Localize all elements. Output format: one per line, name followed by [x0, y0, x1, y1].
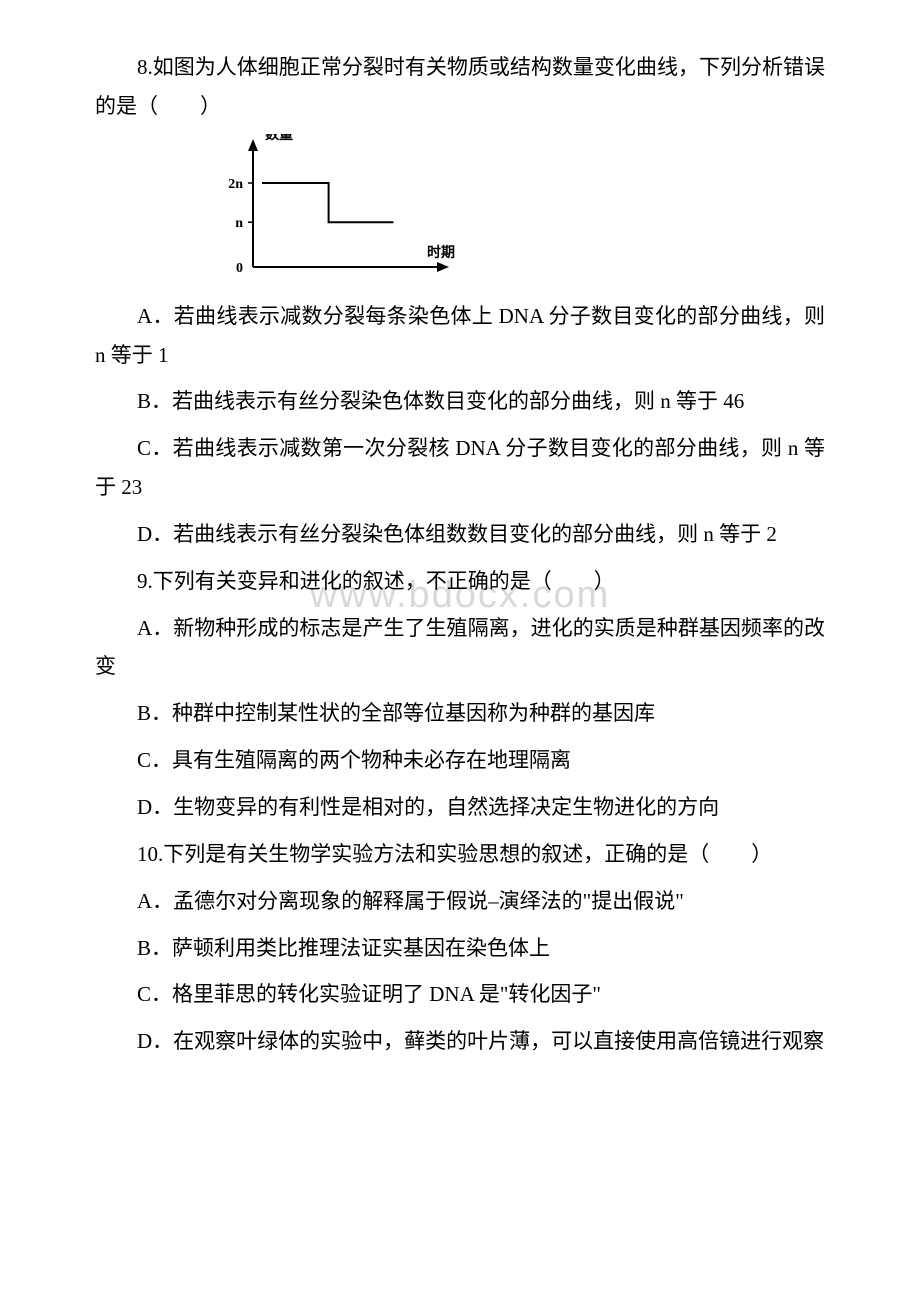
q8-option-c: C．若曲线表示减数第一次分裂核 DNA 分子数目变化的部分曲线，则 n 等于 2… [95, 429, 825, 507]
q8-option-d: D．若曲线表示有丝分裂染色体组数数目变化的部分曲线，则 n 等于 2 [95, 515, 825, 554]
q8-option-a: A．若曲线表示减数分裂每条染色体上 DNA 分子数目变化的部分曲线，则 n 等于… [95, 297, 825, 375]
svg-text:2n: 2n [228, 177, 243, 192]
q10-option-a: A．孟德尔对分离现象的解释属于假说–演绎法的"提出假说" [95, 882, 825, 921]
q8-chart: 0 n 2n 数量时期 [205, 134, 465, 289]
svg-text:n: n [235, 216, 243, 231]
q9-option-d: D．生物变异的有利性是相对的，自然选择决定生物进化的方向 [95, 788, 825, 827]
svg-text:0: 0 [236, 261, 243, 276]
document-content: 8.如图为人体细胞正常分裂时有关物质或结构数量变化曲线，下列分析错误的是（ ） … [95, 48, 825, 1061]
svg-text:时期: 时期 [427, 244, 455, 261]
q10-option-c: C．格里菲思的转化实验证明了 DNA 是"转化因子" [95, 975, 825, 1014]
q9-option-a: A．新物种形成的标志是产生了生殖隔离，进化的实质是种群基因频率的改变 [95, 609, 825, 687]
q8-stem: 8.如图为人体细胞正常分裂时有关物质或结构数量变化曲线，下列分析错误的是（ ） [95, 48, 825, 126]
q10-stem: 10.下列是有关生物学实验方法和实验思想的叙述，正确的是（ ） [95, 835, 825, 874]
q10-option-d: D．在观察叶绿体的实验中，藓类的叶片薄，可以直接使用高倍镜进行观察 [95, 1022, 825, 1061]
q10-option-b: B．萨顿利用类比推理法证实基因在染色体上 [95, 929, 825, 968]
chart-svg: 0 n 2n 数量时期 [205, 134, 465, 289]
q9-option-b: B．种群中控制某性状的全部等位基因称为种群的基因库 [95, 694, 825, 733]
q9-stem: 9.下列有关变异和进化的叙述，不正确的是（ ） [95, 562, 825, 601]
svg-text:数量: 数量 [265, 134, 293, 143]
q9-option-c: C．具有生殖隔离的两个物种未必存在地理隔离 [95, 741, 825, 780]
q8-option-b: B．若曲线表示有丝分裂染色体数目变化的部分曲线，则 n 等于 46 [95, 382, 825, 421]
